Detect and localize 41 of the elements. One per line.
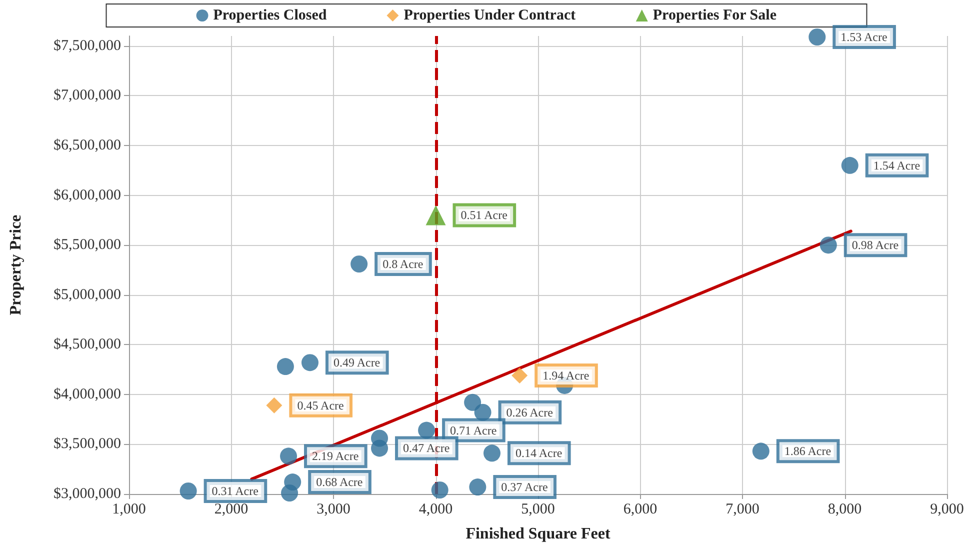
y-tick-label: $3,500,000 <box>54 436 121 452</box>
x-tick-label: 5,000 <box>521 502 555 518</box>
legend-label: Properties For Sale <box>652 8 777 24</box>
annotation: 0.8 Acre <box>382 257 424 272</box>
y-tick-label: $6,500,000 <box>54 138 121 154</box>
x-tick-label: 3,000 <box>316 502 350 518</box>
x-tick-label: 7,000 <box>726 502 760 518</box>
x-tick-label: 9,000 <box>930 502 964 518</box>
y-tick-label: $4,000,000 <box>54 386 121 402</box>
y-tick-label: $6,000,000 <box>54 187 121 204</box>
annotation: 0.98 Acre <box>852 238 899 252</box>
annotation: 1.53 Acre <box>840 30 888 44</box>
y-tick-label: $7,000,000 <box>54 88 121 104</box>
y-tick-label: $5,500,000 <box>54 237 121 254</box>
y-tick-label: $3,000,000 <box>54 486 121 502</box>
annotation: 0.71 Acre <box>450 423 497 438</box>
legend-label: Properties Closed <box>213 8 328 24</box>
legend-label: Properties Under Contract <box>404 8 576 24</box>
annotation: 1.86 Acre <box>784 444 832 458</box>
annotation: 0.68 Acre <box>316 475 363 490</box>
annotation: 0.47 Acre <box>403 441 450 456</box>
y-tick-label: $4,500,000 <box>54 336 121 353</box>
annotation: 0.51 Acre <box>460 208 508 222</box>
annotation: 2.19 Acre <box>312 449 359 464</box>
x-tick-label: 8,000 <box>828 502 862 518</box>
x-tick-label: 2,000 <box>214 502 248 518</box>
y-tick-label: $7,500,000 <box>54 38 121 54</box>
annotation: 1.54 Acre <box>873 158 920 172</box>
x-tick-label: 1,000 <box>112 502 146 518</box>
annotation: 0.14 Acre <box>515 446 562 460</box>
x-tick-label: 4,000 <box>418 502 453 518</box>
annotation: 1.94 Acre <box>542 368 590 383</box>
annotation: 0.49 Acre <box>333 356 380 370</box>
x-tick-label: 6,000 <box>623 502 658 518</box>
annotation: 0.26 Acre <box>506 405 553 420</box>
annotation: 0.45 Acre <box>297 398 344 412</box>
y-axis-title: Property Price <box>8 214 24 316</box>
y-tick-label: $5,000,000 <box>54 286 121 303</box>
x-axis-title: Finished Square Feet <box>466 526 611 542</box>
annotation: 0.31 Acre <box>212 484 258 498</box>
annotation: 0.37 Acre <box>501 480 548 494</box>
